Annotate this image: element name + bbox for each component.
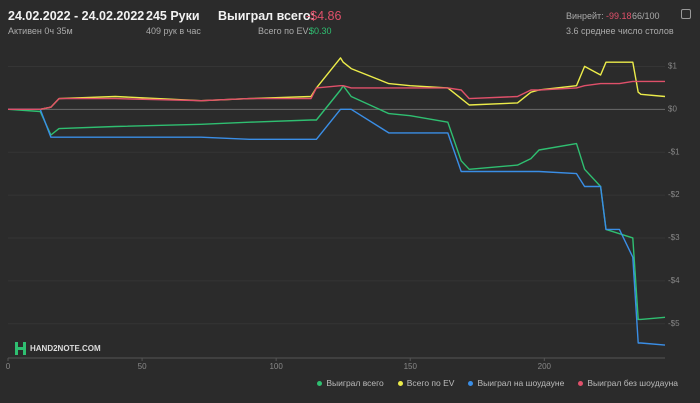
legend-item[interactable]: Выиграл без шоудауна <box>578 378 678 388</box>
legend-item[interactable]: Выиграл всего <box>317 378 384 388</box>
x-tick-label: 0 <box>6 362 11 371</box>
x-tick-label: 100 <box>269 362 283 371</box>
legend-label: Выиграл всего <box>326 378 384 388</box>
won-total: -$4.86 <box>306 9 342 23</box>
winrate: -99.18 <box>606 11 632 21</box>
legend-label: Выиграл на шоудауне <box>477 378 565 388</box>
y-tick-label: -$1 <box>668 147 680 156</box>
ev-total: $0.30 <box>309 26 332 36</box>
y-tick-label: -$4 <box>668 276 680 285</box>
legend-item[interactable]: Всего по EV <box>397 378 455 388</box>
watermark: HAND2NOTE.COM <box>30 344 101 353</box>
logo <box>15 342 26 355</box>
series-line <box>8 108 666 346</box>
series-line <box>8 57 666 110</box>
won-total-label: Выиграл всего: <box>218 9 315 23</box>
y-tick-label: -$2 <box>668 190 680 199</box>
legend-dot <box>397 381 403 387</box>
series-line <box>7 85 666 321</box>
winrate-unit: 66/100 <box>632 11 660 21</box>
winrate-label: Винрейт: <box>566 11 604 21</box>
x-tick-label: 200 <box>538 362 552 371</box>
avg-tables: 3.6 среднее число столов <box>566 26 674 36</box>
legend-dot <box>317 381 323 387</box>
legend-label: Выиграл без шоудауна <box>587 378 678 388</box>
date-range: 24.02.2022 - 24.02.2022 <box>8 9 145 23</box>
y-tick-label: -$3 <box>668 233 680 242</box>
hands-per-hour: 409 рук в час <box>146 26 201 36</box>
hands: 245 Руки <box>146 9 200 23</box>
legend-item[interactable]: Выиграл на шоудауне <box>468 378 564 388</box>
legend-dot <box>578 381 584 387</box>
series-line <box>8 80 665 110</box>
x-tick-label: 50 <box>138 362 147 371</box>
y-tick-label: -$5 <box>668 319 680 328</box>
active-time: Активен 0ч 35м <box>8 26 73 36</box>
ev-total-label: Всего по EV: <box>258 26 311 36</box>
y-tick-label: $1 <box>668 62 677 71</box>
legend-label: Всего по EV <box>406 378 455 388</box>
logo-bar <box>15 347 26 350</box>
x-tick-label: 150 <box>404 362 418 371</box>
expand-icon[interactable] <box>681 9 691 19</box>
legend-dot <box>468 381 474 387</box>
legend: Выиграл всего Всего по EV Выиграл на шоуда… <box>317 378 678 388</box>
y-tick-label: $0 <box>668 104 677 113</box>
